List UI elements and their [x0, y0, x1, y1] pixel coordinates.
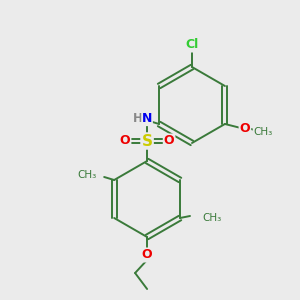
- Text: O: O: [120, 134, 130, 148]
- Text: CH₃: CH₃: [202, 213, 221, 223]
- Text: CH₃: CH₃: [253, 127, 272, 137]
- Text: S: S: [142, 134, 153, 148]
- Text: O: O: [240, 122, 250, 136]
- Text: O: O: [164, 134, 174, 148]
- Text: Cl: Cl: [185, 38, 199, 52]
- Text: O: O: [142, 248, 152, 262]
- Text: CH₃: CH₃: [77, 170, 96, 180]
- Text: H: H: [133, 112, 143, 125]
- Text: N: N: [142, 112, 152, 125]
